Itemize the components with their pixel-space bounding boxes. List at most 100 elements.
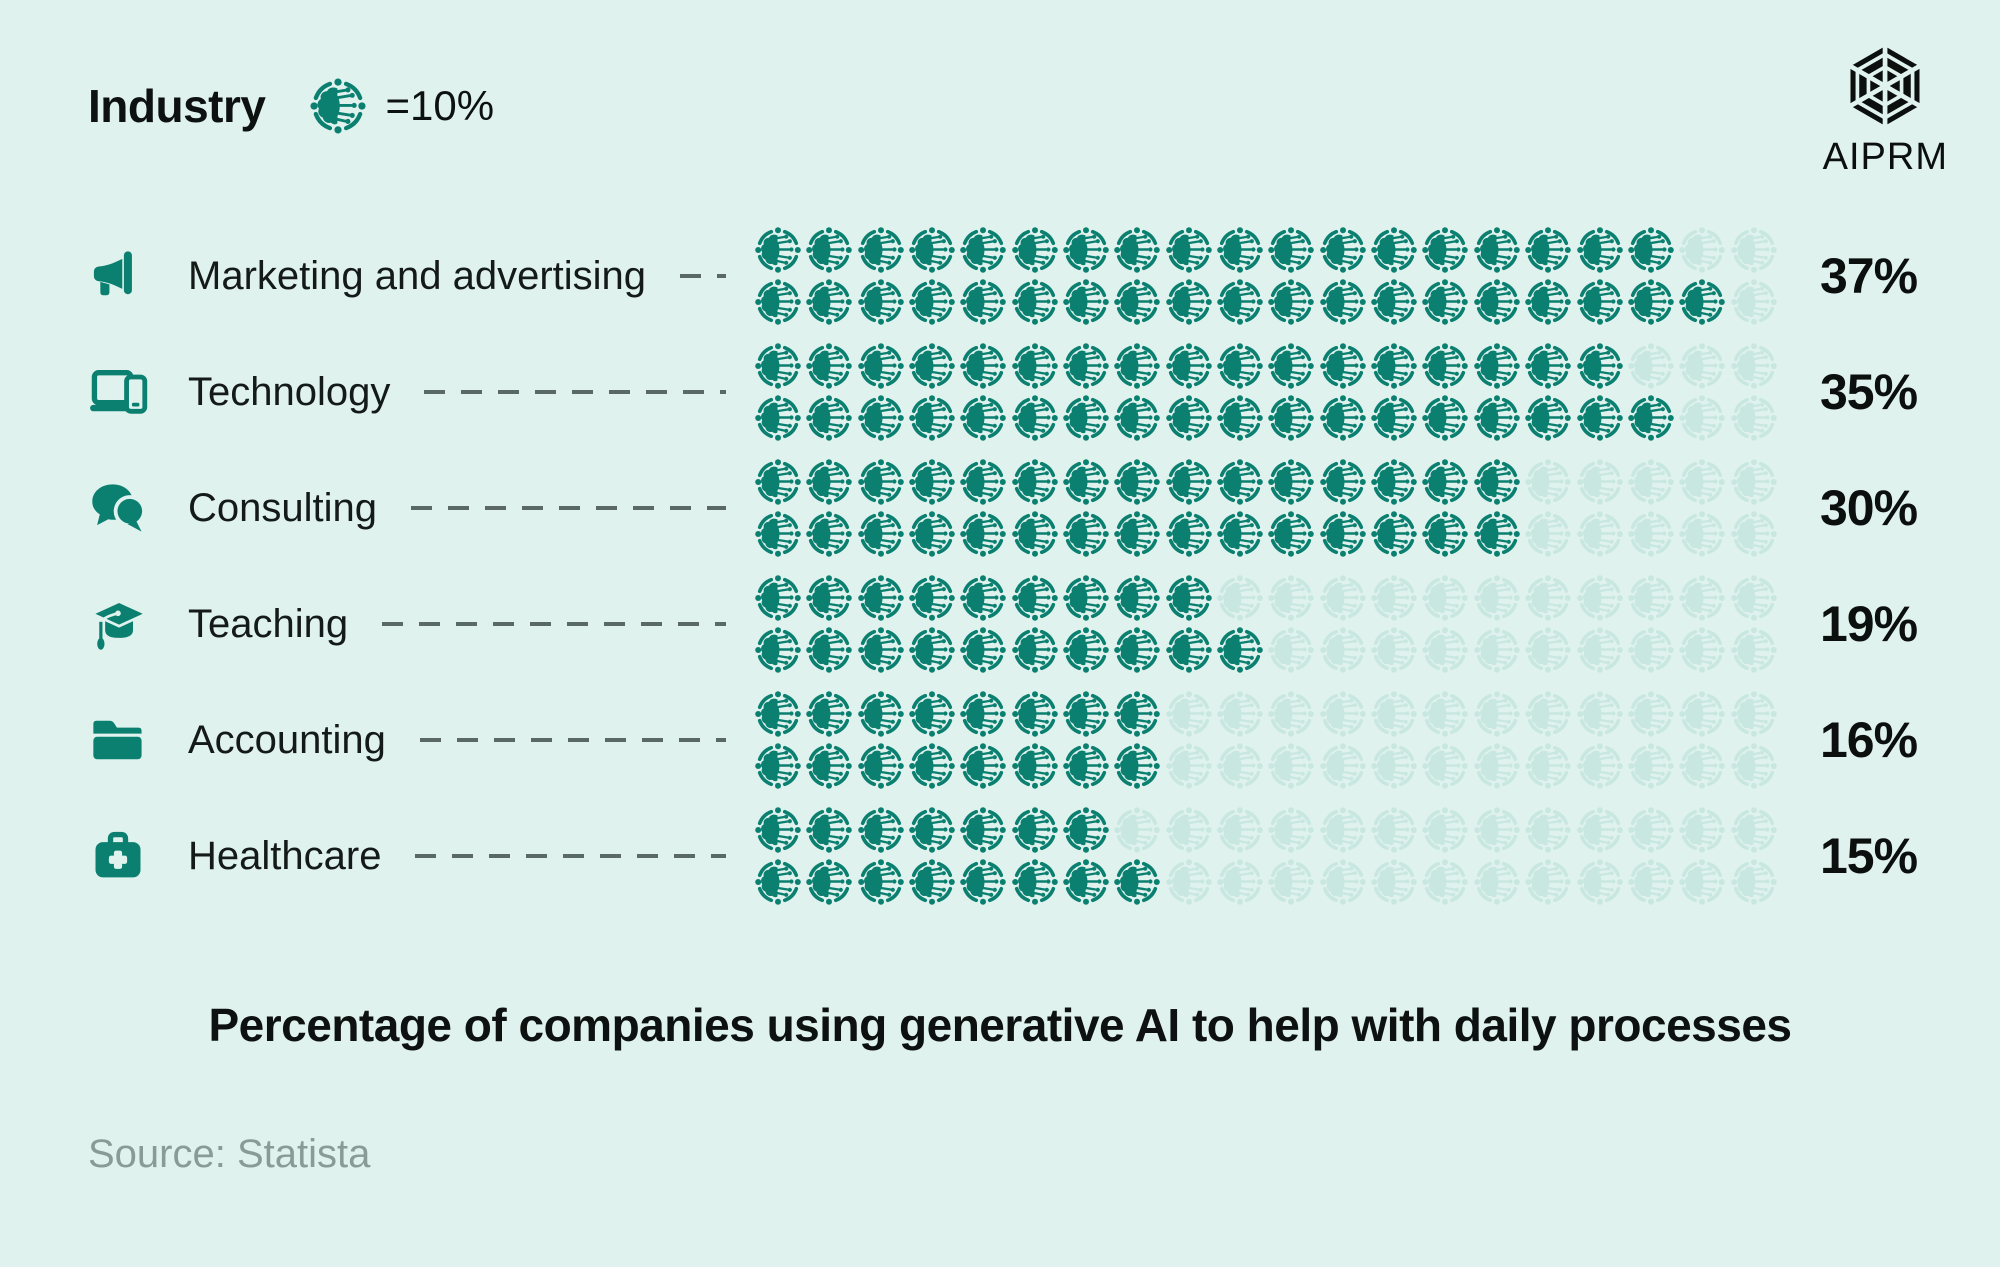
ai-brain-unit-icon — [1113, 742, 1161, 790]
ai-brain-unit-icon — [805, 690, 853, 738]
ai-brain-unit-icon — [1319, 226, 1367, 274]
ai-brain-unit-icon — [754, 574, 802, 622]
ai-brain-unit-icon — [1576, 458, 1624, 506]
ai-brain-unit-icon — [1062, 226, 1110, 274]
ai-brain-unit-icon — [908, 626, 956, 674]
ai-brain-unit-icon — [1319, 458, 1367, 506]
ai-brain-unit-icon — [1011, 510, 1059, 558]
ai-brain-unit-icon — [1216, 342, 1264, 390]
industry-row: Accounting 16% — [88, 682, 1956, 798]
ai-brain-unit-icon — [1011, 342, 1059, 390]
ai-brain-unit-icon — [1370, 742, 1418, 790]
ai-brain-unit-icon — [805, 742, 853, 790]
ai-brain-unit-icon — [959, 574, 1007, 622]
ai-brain-unit-icon — [1576, 510, 1624, 558]
ai-brain-unit-icon — [1113, 394, 1161, 442]
ai-brain-unit-icon — [1216, 858, 1264, 906]
ai-brain-unit-icon — [805, 510, 853, 558]
ai-brain-unit-icon — [754, 742, 802, 790]
ai-brain-unit-icon — [1370, 278, 1418, 326]
ai-brain-unit-icon — [1678, 806, 1726, 854]
ai-brain-unit-icon — [959, 278, 1007, 326]
ai-brain-unit-icon — [959, 342, 1007, 390]
ai-brain-unit-icon — [959, 858, 1007, 906]
ai-brain-unit-icon — [1730, 394, 1778, 442]
ai-brain-unit-icon — [1319, 626, 1367, 674]
ai-brain-unit-icon — [857, 510, 905, 558]
ai-brain-unit-icon — [754, 626, 802, 674]
ai-brain-unit-icon — [1267, 226, 1315, 274]
industry-row: Marketing and advertising 37% — [88, 218, 1956, 334]
ai-brain-unit-icon — [1370, 690, 1418, 738]
ai-brain-unit-icon — [1216, 742, 1264, 790]
ai-brain-unit-icon — [1576, 690, 1624, 738]
ai-brain-unit-icon — [1730, 226, 1778, 274]
ai-brain-unit-icon — [1319, 858, 1367, 906]
ai-brain-unit-icon — [959, 458, 1007, 506]
ai-brain-unit-icon — [959, 626, 1007, 674]
ai-brain-unit-icon — [857, 458, 905, 506]
ai-brain-unit-icon — [1473, 858, 1521, 906]
ai-brain-unit-icon — [1113, 510, 1161, 558]
ai-brain-unit-icon — [1730, 458, 1778, 506]
ai-brain-unit-icon — [1319, 278, 1367, 326]
ai-brain-unit-icon — [1576, 858, 1624, 906]
ai-brain-unit-icon — [1421, 574, 1469, 622]
ai-brain-unit-icon — [754, 226, 802, 274]
ai-brain-unit-icon — [1524, 858, 1572, 906]
ai-brain-unit-icon — [1678, 278, 1726, 326]
ai-brain-unit-icon — [1576, 394, 1624, 442]
ai-brain-unit-icon — [1627, 806, 1675, 854]
ai-brain-unit-icon — [1730, 574, 1778, 622]
ai-brain-unit-icon — [1319, 510, 1367, 558]
ai-brain-unit-icon — [1113, 342, 1161, 390]
ai-brain-unit-icon — [754, 278, 802, 326]
ai-brain-unit-icon — [805, 626, 853, 674]
industry-row: Technology 35% — [88, 334, 1956, 450]
ai-brain-unit-icon — [1678, 394, 1726, 442]
ai-brain-unit-icon — [1165, 806, 1213, 854]
ai-brain-unit-icon — [1576, 574, 1624, 622]
ai-brain-unit-icon — [1165, 690, 1213, 738]
ai-brain-unit-icon — [1421, 626, 1469, 674]
ai-brain-unit-icon — [1062, 574, 1110, 622]
ai-brain-unit-icon — [1267, 394, 1315, 442]
leader-line — [419, 738, 726, 742]
ai-brain-unit-icon — [1113, 574, 1161, 622]
ai-brain-unit-icon — [1113, 278, 1161, 326]
ai-brain-unit-icon — [1165, 458, 1213, 506]
ai-brain-unit-icon — [754, 342, 802, 390]
ai-brain-unit-icon — [1576, 742, 1624, 790]
ai-brain-unit-icon — [1267, 278, 1315, 326]
ai-brain-unit-icon — [805, 806, 853, 854]
percent-value: 16% — [1819, 712, 1918, 768]
aiprm-logo-icon — [1835, 40, 1935, 132]
ai-brain-unit-icon — [1421, 342, 1469, 390]
ai-brain-unit-icon — [959, 806, 1007, 854]
ai-brain-unit-icon — [1011, 226, 1059, 274]
ai-brain-unit-icon — [1011, 742, 1059, 790]
pictogram-grid — [754, 224, 1781, 328]
ai-brain-unit-icon — [1370, 342, 1418, 390]
ai-brain-unit-icon — [1473, 342, 1521, 390]
industry-label: Teaching — [188, 601, 349, 646]
ai-brain-unit-icon — [1627, 690, 1675, 738]
ai-brain-unit-icon — [908, 226, 956, 274]
ai-brain-unit-icon — [1216, 574, 1264, 622]
ai-brain-unit-icon — [1524, 278, 1572, 326]
ai-brain-unit-icon — [1524, 690, 1572, 738]
ai-brain-unit-icon — [1576, 806, 1624, 854]
ai-brain-unit-icon — [1730, 742, 1778, 790]
ai-brain-unit-icon — [1011, 394, 1059, 442]
ai-brain-unit-icon — [1576, 626, 1624, 674]
ai-brain-unit-icon — [754, 858, 802, 906]
ai-brain-unit-icon — [1216, 278, 1264, 326]
ai-brain-unit-icon — [1319, 394, 1367, 442]
ai-brain-unit-icon — [1370, 806, 1418, 854]
ai-brain-unit-icon — [959, 394, 1007, 442]
pictogram-grid — [754, 688, 1781, 792]
ai-brain-unit-icon — [1576, 278, 1624, 326]
ai-brain-unit-icon — [1062, 690, 1110, 738]
ai-brain-unit-icon — [1165, 574, 1213, 622]
ai-brain-unit-icon — [1319, 574, 1367, 622]
